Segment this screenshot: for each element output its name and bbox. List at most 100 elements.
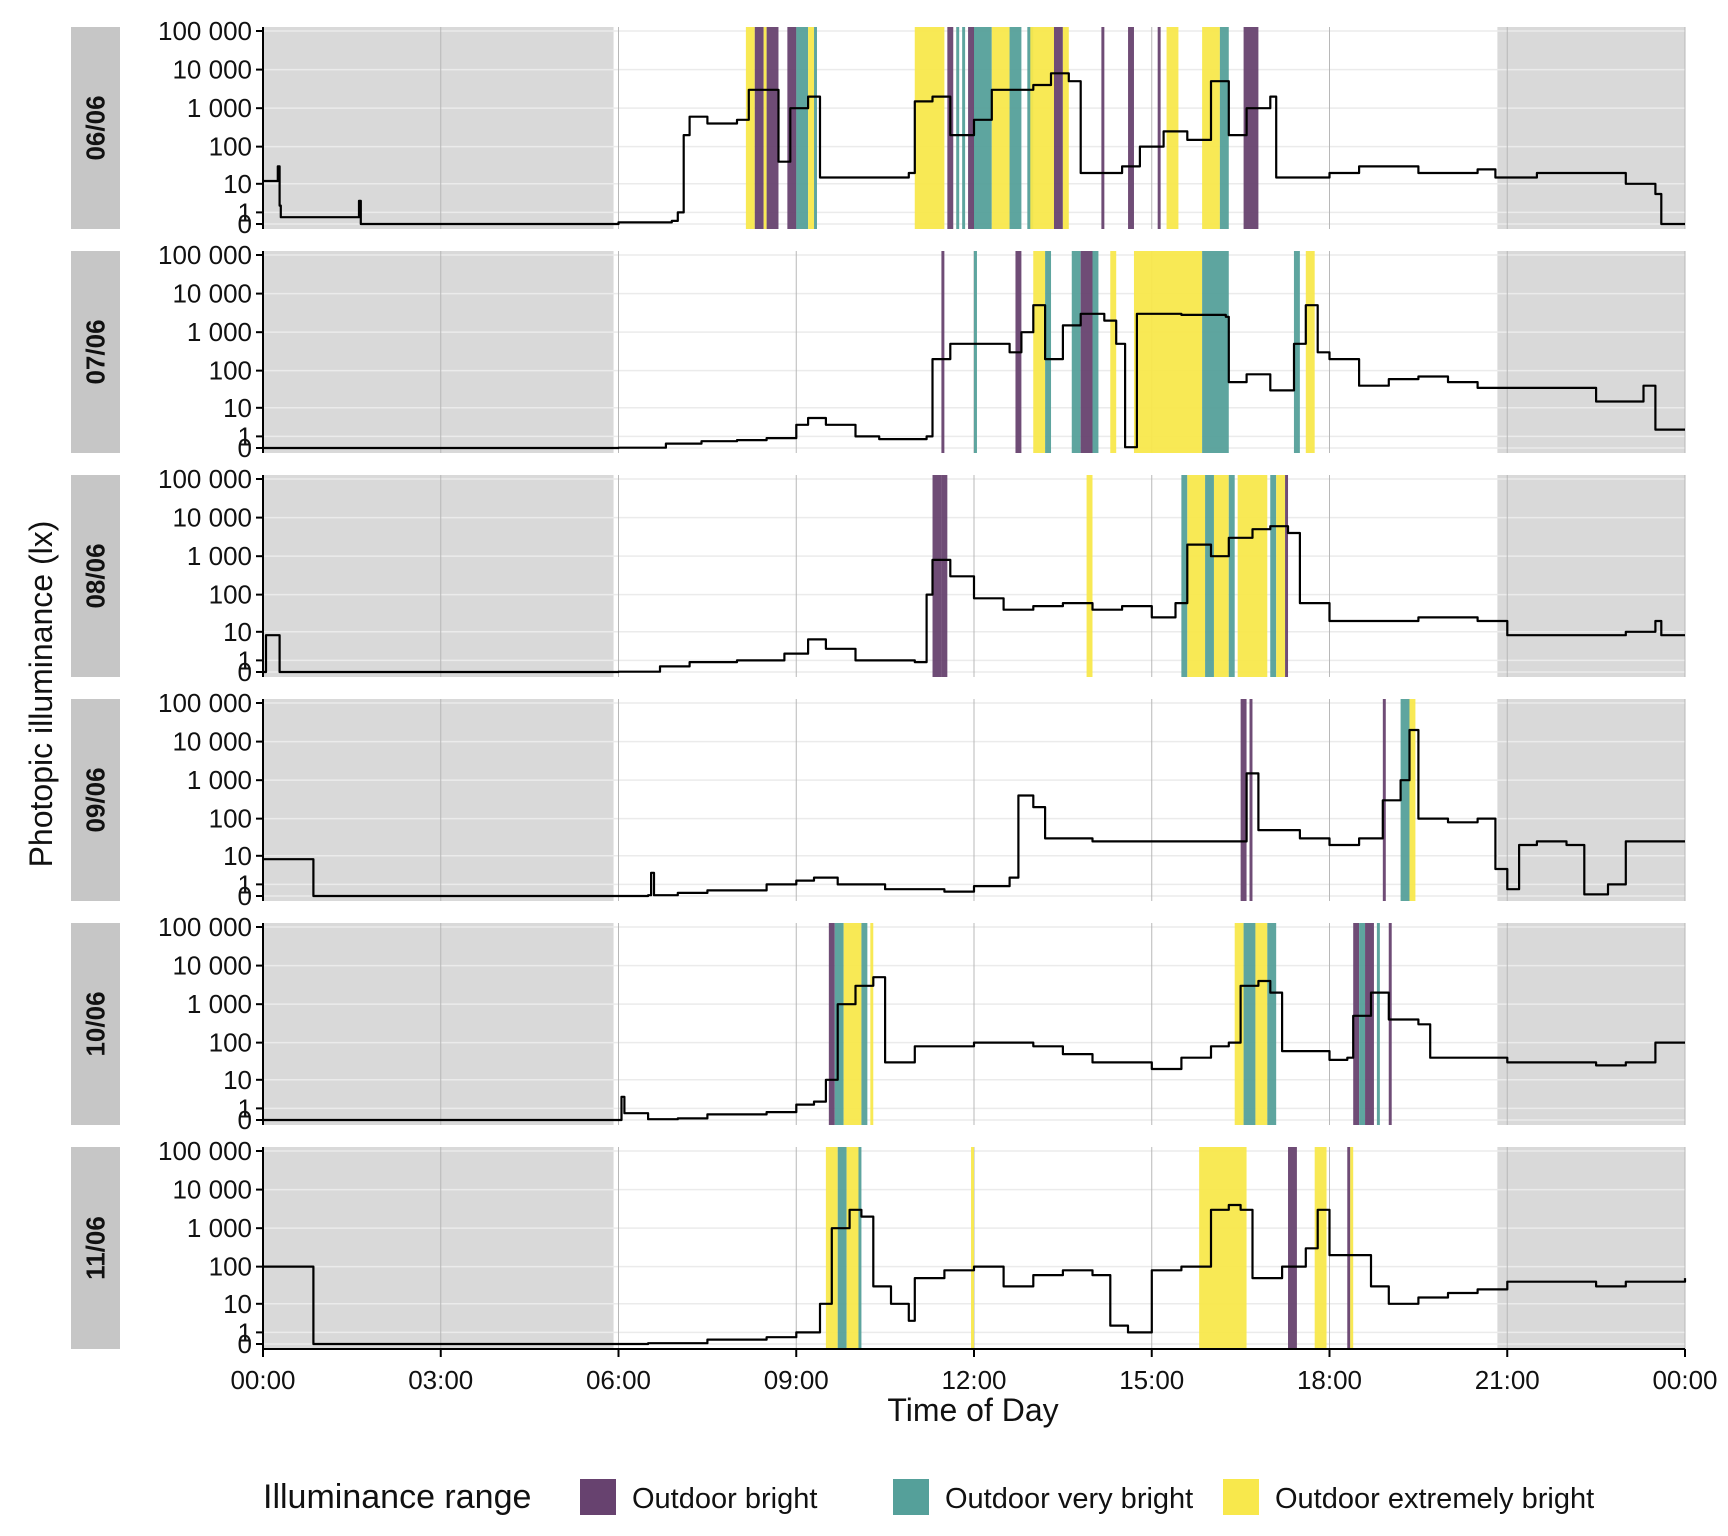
range-band-extremely bbox=[1062, 27, 1069, 229]
y-tick-label: 1 bbox=[238, 1093, 252, 1123]
illuminance-line bbox=[263, 728, 1685, 898]
range-band-bright bbox=[1365, 923, 1374, 1125]
range-band-bright bbox=[1347, 1147, 1351, 1349]
range-band-extremely bbox=[843, 923, 862, 1125]
range-band-extremely bbox=[1255, 923, 1268, 1125]
range-band-extremely bbox=[1166, 27, 1179, 229]
range-band-extremely bbox=[1199, 1147, 1247, 1349]
range-band-very bbox=[974, 251, 977, 453]
range-band-bright bbox=[1080, 251, 1093, 453]
range-band-very bbox=[837, 1147, 847, 1349]
range-band-bright bbox=[941, 475, 948, 677]
illuminance-line bbox=[263, 525, 1685, 674]
y-tick-label: 0 bbox=[238, 1105, 252, 1135]
legend: Illuminance range Outdoor bright Outdoor … bbox=[263, 1478, 1594, 1516]
range-band-bright bbox=[1353, 923, 1360, 1125]
x-tick-label: 18:00 bbox=[1297, 1365, 1362, 1395]
range-band-very bbox=[962, 27, 966, 229]
range-band-very bbox=[796, 27, 809, 229]
facet-strip-label: 09/06 bbox=[81, 767, 111, 832]
range-band-bright bbox=[1243, 27, 1259, 229]
y-tick-label: 10 bbox=[223, 617, 252, 647]
y-tick-label: 100 bbox=[209, 132, 252, 162]
range-band-very bbox=[1219, 27, 1229, 229]
y-tick-label: 1 000 bbox=[187, 989, 252, 1019]
range-band-very bbox=[1359, 923, 1366, 1125]
y-tick-label: 10 000 bbox=[172, 503, 252, 533]
x-tick-label: 06:00 bbox=[586, 1365, 651, 1395]
y-tick-label: 10 bbox=[223, 1289, 252, 1319]
range-band-very bbox=[1009, 27, 1022, 229]
night-shading bbox=[263, 923, 614, 1125]
range-band-extremely bbox=[991, 27, 1010, 229]
facet-strip bbox=[71, 923, 120, 1125]
range-band-extremely bbox=[1350, 1147, 1354, 1349]
night-shading bbox=[263, 1147, 614, 1349]
range-band-bright bbox=[1128, 27, 1134, 229]
facet-strip bbox=[71, 251, 120, 453]
range-band-very bbox=[1400, 699, 1410, 901]
range-band-extremely bbox=[1314, 1147, 1327, 1349]
y-tick-label: 100 bbox=[209, 356, 252, 386]
facet-strip bbox=[71, 475, 120, 677]
range-band-very bbox=[1181, 475, 1188, 677]
range-band-bright bbox=[941, 251, 945, 453]
y-tick-label: 100 000 bbox=[158, 688, 252, 718]
night-shading bbox=[1497, 475, 1685, 677]
facet-strip bbox=[71, 27, 120, 229]
x-tick-label: 12:00 bbox=[941, 1365, 1006, 1395]
range-band-extremely bbox=[971, 1147, 974, 1349]
illuminance-line bbox=[263, 1203, 1687, 1346]
range-band-extremely bbox=[846, 1147, 859, 1349]
y-tick-label: 100 000 bbox=[158, 464, 252, 494]
y-tick-label: 100 000 bbox=[158, 1136, 252, 1166]
night-shading bbox=[263, 251, 614, 453]
range-band-very bbox=[1071, 251, 1081, 453]
y-tick-label: 100 bbox=[209, 1028, 252, 1058]
night-shading bbox=[1497, 923, 1685, 1125]
facet-strip-label: 10/06 bbox=[81, 991, 111, 1056]
range-band-extremely bbox=[1276, 475, 1286, 677]
night-shading bbox=[263, 475, 614, 677]
y-tick-label: 10 000 bbox=[172, 727, 252, 757]
range-band-bright bbox=[1157, 27, 1161, 229]
legend-label: Outdoor bright bbox=[632, 1483, 817, 1515]
range-band-extremely bbox=[808, 27, 815, 229]
range-band-extremely bbox=[870, 923, 874, 1125]
y-tick-label: 1 bbox=[238, 645, 252, 675]
y-tick-label: 100 bbox=[209, 580, 252, 610]
range-band-bright bbox=[1249, 699, 1253, 901]
range-band-bright bbox=[754, 27, 764, 229]
range-band-extremely bbox=[914, 27, 945, 229]
y-tick-label: 1 000 bbox=[187, 541, 252, 571]
y-tick-label: 1 bbox=[238, 1317, 252, 1347]
range-band-extremely bbox=[1305, 251, 1315, 453]
x-tick-label: 03:00 bbox=[408, 1365, 473, 1395]
y-tick-label: 1 000 bbox=[187, 765, 252, 795]
illuminance-line bbox=[263, 72, 1685, 226]
range-band-extremely bbox=[1237, 475, 1268, 677]
y-axis-title: Photopic illuminance (lx) bbox=[23, 521, 59, 868]
y-tick-label: 10 000 bbox=[172, 951, 252, 981]
facet-strip-label: 08/06 bbox=[81, 543, 111, 608]
range-band-bright bbox=[932, 475, 942, 677]
range-band-bright bbox=[828, 923, 835, 1125]
y-tick-label: 100 000 bbox=[158, 240, 252, 270]
range-band-very bbox=[1376, 923, 1380, 1125]
range-band-extremely bbox=[1110, 251, 1117, 453]
range-band-bright bbox=[1053, 27, 1063, 229]
y-tick-label: 10 bbox=[223, 393, 252, 423]
night-shading bbox=[263, 699, 614, 901]
legend-swatch bbox=[580, 1479, 616, 1515]
range-band-extremely bbox=[745, 27, 755, 229]
range-band-very bbox=[1267, 923, 1277, 1125]
range-band-very bbox=[1243, 923, 1256, 1125]
range-band-bright bbox=[968, 27, 974, 229]
range-band-extremely bbox=[1213, 475, 1229, 677]
